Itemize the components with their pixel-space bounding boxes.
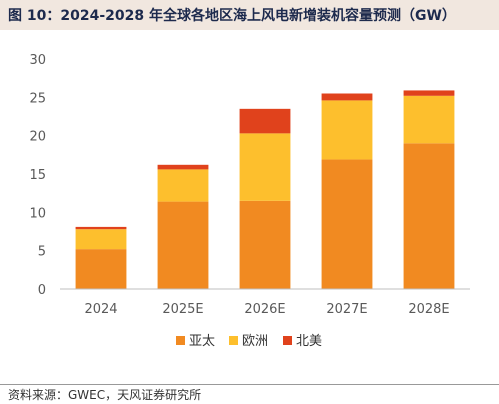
bar-2024-欧洲	[75, 229, 127, 250]
legend-swatch-北美	[283, 336, 292, 345]
bar-2024-亚太	[75, 249, 127, 289]
figure-title: 图 10：2024-2028 年全球各地区海上风电新增装机容量预测（GW）	[8, 8, 456, 24]
y-tick-label: 5	[38, 245, 46, 260]
x-tick-label: 2024	[84, 302, 117, 317]
bar-2028E-亚太	[403, 143, 455, 289]
legend-swatch-欧洲	[229, 336, 238, 345]
bar-2026E-亚太	[239, 200, 291, 289]
bar-stacks	[75, 90, 455, 289]
bar-2026E-欧洲	[239, 133, 291, 201]
y-tick-label: 10	[29, 206, 46, 221]
legend: 亚太 欧洲 北美	[176, 334, 322, 349]
bar-2027E-亚太	[321, 159, 373, 289]
bar-2025E-亚太	[157, 201, 209, 289]
y-tick-label: 25	[29, 91, 46, 106]
x-tick-label: 2027E	[326, 302, 367, 317]
y-axis-ticks: 0 5 10 15 20 25 30	[29, 53, 46, 298]
legend-label: 北美	[296, 334, 322, 349]
x-tick-label: 2028E	[408, 302, 449, 317]
source-note: 资料来源：GWEC，天风证券研究所	[8, 388, 202, 402]
x-axis-ticks: 2024 2025E 2026E 2027E 2028E	[84, 302, 449, 317]
legend-label: 欧洲	[242, 334, 268, 349]
bar-2027E-欧洲	[321, 100, 373, 160]
bar-2025E-北美	[157, 164, 209, 170]
legend-label: 亚太	[189, 334, 215, 349]
x-tick-label: 2026E	[244, 302, 285, 317]
y-tick-label: 30	[29, 53, 46, 68]
bar-2028E-北美	[403, 90, 455, 96]
y-tick-label: 0	[38, 283, 46, 298]
bar-2025E-欧洲	[157, 169, 209, 202]
legend-swatch-亚太	[176, 336, 185, 345]
x-tick-label: 2025E	[162, 302, 203, 317]
bar-chart: 0 5 10 15 20 25 30 2024 2025E 2026E 2027E 2028E 亚太…	[29, 53, 470, 349]
bar-2027E-北美	[321, 93, 373, 101]
y-tick-label: 20	[29, 130, 46, 145]
bar-2028E-欧洲	[403, 95, 455, 144]
bar-2026E-北美	[239, 108, 291, 134]
source-divider	[0, 384, 499, 385]
title-bar	[0, 0, 499, 30]
bar-2024-北美	[75, 226, 127, 230]
y-tick-label: 15	[29, 168, 46, 183]
